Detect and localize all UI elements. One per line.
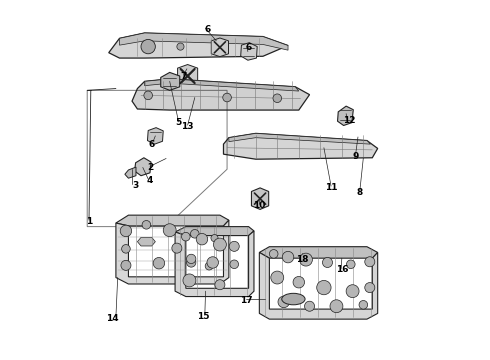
Polygon shape [338, 106, 353, 126]
Ellipse shape [230, 260, 239, 269]
Polygon shape [137, 237, 155, 246]
Ellipse shape [144, 91, 152, 100]
Ellipse shape [215, 280, 225, 290]
Ellipse shape [122, 244, 130, 253]
Polygon shape [116, 220, 229, 284]
Ellipse shape [293, 276, 304, 288]
Ellipse shape [271, 271, 284, 284]
Text: 4: 4 [147, 176, 153, 185]
Text: 5: 5 [175, 118, 182, 127]
Polygon shape [223, 134, 378, 159]
Text: 17: 17 [241, 296, 253, 305]
Ellipse shape [181, 232, 190, 241]
Ellipse shape [282, 293, 305, 305]
Text: 16: 16 [336, 265, 348, 274]
Text: 12: 12 [343, 116, 355, 125]
Polygon shape [135, 158, 151, 176]
Ellipse shape [273, 94, 282, 103]
Ellipse shape [141, 40, 155, 54]
Text: 6: 6 [148, 140, 155, 149]
Ellipse shape [187, 254, 196, 264]
Polygon shape [229, 134, 370, 144]
Polygon shape [259, 247, 378, 258]
Ellipse shape [322, 257, 333, 267]
Ellipse shape [346, 260, 355, 269]
Polygon shape [251, 188, 269, 210]
Polygon shape [259, 252, 378, 319]
Polygon shape [175, 226, 254, 235]
Text: 11: 11 [325, 183, 337, 192]
Ellipse shape [270, 249, 278, 258]
Ellipse shape [196, 233, 208, 245]
Ellipse shape [211, 234, 218, 242]
Text: 9: 9 [353, 152, 359, 161]
Ellipse shape [183, 274, 196, 287]
Ellipse shape [205, 262, 213, 270]
Polygon shape [120, 33, 288, 50]
Ellipse shape [282, 251, 294, 263]
Text: 6: 6 [245, 43, 252, 52]
Ellipse shape [191, 229, 199, 238]
Polygon shape [241, 42, 257, 60]
Ellipse shape [120, 225, 132, 237]
Ellipse shape [207, 257, 219, 268]
Ellipse shape [330, 300, 343, 313]
Text: 10: 10 [253, 201, 266, 210]
Text: 8: 8 [357, 188, 363, 197]
Ellipse shape [346, 285, 359, 298]
Ellipse shape [365, 283, 375, 293]
Polygon shape [161, 72, 180, 90]
Polygon shape [177, 64, 197, 87]
Ellipse shape [229, 241, 239, 251]
Polygon shape [211, 38, 228, 57]
Ellipse shape [177, 43, 184, 50]
Polygon shape [175, 231, 254, 297]
Ellipse shape [359, 301, 368, 309]
Text: 6: 6 [204, 25, 211, 34]
Text: 18: 18 [296, 255, 309, 264]
Polygon shape [109, 33, 288, 58]
Text: 13: 13 [181, 122, 194, 131]
Ellipse shape [163, 224, 176, 237]
Ellipse shape [365, 257, 375, 267]
Text: 1: 1 [86, 217, 92, 226]
Ellipse shape [214, 238, 226, 251]
Ellipse shape [304, 301, 315, 311]
Text: 7: 7 [181, 72, 187, 81]
Ellipse shape [121, 260, 131, 270]
Polygon shape [147, 128, 163, 144]
Ellipse shape [299, 253, 313, 266]
Ellipse shape [317, 280, 331, 295]
Ellipse shape [153, 257, 165, 269]
Polygon shape [125, 167, 136, 178]
Ellipse shape [278, 296, 290, 308]
Polygon shape [116, 215, 229, 226]
Ellipse shape [142, 221, 151, 229]
Text: 2: 2 [147, 163, 153, 172]
Text: 15: 15 [197, 312, 210, 321]
Ellipse shape [172, 243, 182, 253]
Text: 3: 3 [132, 181, 139, 190]
Ellipse shape [223, 93, 231, 102]
Polygon shape [132, 79, 310, 110]
Text: 14: 14 [106, 314, 119, 323]
Polygon shape [145, 79, 299, 91]
Ellipse shape [187, 258, 196, 267]
